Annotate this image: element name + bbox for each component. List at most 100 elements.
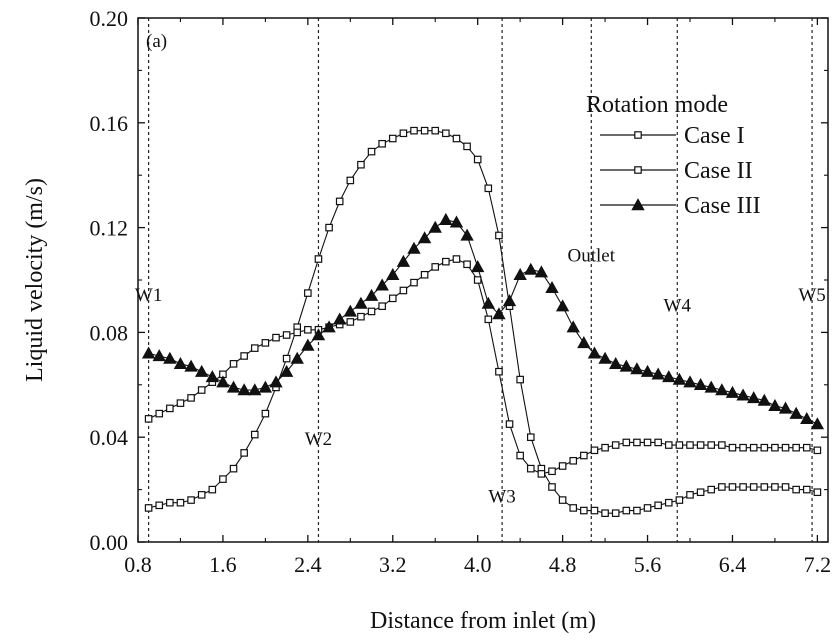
data-point xyxy=(378,139,386,148)
legend-entry: Case II xyxy=(600,158,753,184)
data-point xyxy=(566,320,580,333)
data-point xyxy=(778,401,793,414)
data-point xyxy=(216,375,230,388)
data-point xyxy=(802,485,811,494)
data-point xyxy=(367,147,376,156)
axis-ticks: 0.8 1.6 2.4 3.2 4.0 4.8 5.6 6.4 7.2 0.00 0.04 0.08 0… xyxy=(90,6,832,577)
series-layer xyxy=(141,126,825,517)
data-point xyxy=(473,276,482,284)
data-point xyxy=(248,383,262,396)
data-point xyxy=(410,126,418,135)
data-point xyxy=(707,441,716,449)
y-tick-label: 0.00 xyxy=(90,530,129,555)
data-point xyxy=(364,288,379,301)
x-tick-label: 7.2 xyxy=(804,552,832,577)
data-point xyxy=(715,383,729,396)
data-point xyxy=(492,307,506,320)
series-case-ii xyxy=(144,255,822,478)
data-point xyxy=(399,129,408,138)
data-point xyxy=(693,377,708,391)
data-point xyxy=(516,375,524,384)
data-point xyxy=(282,331,291,339)
data-point xyxy=(208,485,217,494)
data-point xyxy=(428,220,442,233)
x-tick-label: 4.0 xyxy=(464,552,492,577)
x-axis-title: Distance from inlet (m) xyxy=(370,608,596,634)
data-point xyxy=(155,501,164,510)
data-point xyxy=(463,142,471,151)
data-point xyxy=(654,501,662,510)
legend-label: Case I xyxy=(684,123,745,149)
data-point xyxy=(258,380,273,393)
data-point xyxy=(431,126,440,135)
data-point xyxy=(250,430,259,439)
data-point xyxy=(452,255,461,263)
data-point xyxy=(651,367,665,380)
data-point xyxy=(643,438,652,447)
data-point xyxy=(739,443,747,452)
data-point xyxy=(664,498,673,507)
data-point xyxy=(598,351,612,364)
series-case-iii xyxy=(141,212,825,430)
data-point xyxy=(558,496,567,504)
data-point xyxy=(378,302,386,311)
data-point xyxy=(314,255,323,263)
data-point xyxy=(760,483,769,491)
series-line xyxy=(148,258,818,475)
data-point xyxy=(290,351,304,364)
data-point xyxy=(343,304,357,317)
y-tick-label: 0.12 xyxy=(90,216,129,241)
data-point xyxy=(155,409,164,418)
data-point xyxy=(580,451,588,460)
y-tick-label: 0.20 xyxy=(90,6,129,31)
data-point xyxy=(630,362,644,375)
data-point xyxy=(813,488,822,497)
data-point xyxy=(516,451,524,460)
data-point xyxy=(197,491,206,499)
y-axis-title: Liquid velocity (m/s) xyxy=(22,178,48,382)
annotations: W1 W2 W3 Outlet W4 W5 xyxy=(135,246,826,508)
y-tick-label: 0.04 xyxy=(90,425,129,450)
data-point xyxy=(813,446,822,455)
data-point xyxy=(205,370,219,383)
data-point xyxy=(219,475,227,483)
x-tick-label: 2.4 xyxy=(294,552,322,577)
data-point xyxy=(696,488,705,497)
data-point xyxy=(417,231,432,244)
data-point xyxy=(513,267,527,280)
data-point xyxy=(375,278,389,291)
data-point xyxy=(449,215,464,228)
data-point xyxy=(240,449,248,457)
data-point xyxy=(640,364,655,377)
data-point xyxy=(718,441,726,449)
data-point xyxy=(587,346,602,359)
data-point xyxy=(237,383,251,396)
data-point xyxy=(144,415,153,423)
legend-marker xyxy=(631,198,645,211)
annotation-w4: W4 xyxy=(664,295,692,316)
data-point xyxy=(526,433,535,442)
data-point xyxy=(534,265,549,278)
data-point xyxy=(590,446,599,455)
series-case-i xyxy=(144,126,822,517)
data-point xyxy=(683,375,697,388)
x-tick-label: 5.6 xyxy=(634,552,662,577)
y-tick-label: 0.08 xyxy=(90,320,129,345)
data-point xyxy=(407,241,421,254)
data-point xyxy=(555,299,570,312)
data-point xyxy=(502,294,517,307)
data-point xyxy=(240,352,248,360)
data-point xyxy=(569,504,578,512)
data-point xyxy=(611,509,620,517)
data-point xyxy=(357,160,365,169)
data-point xyxy=(768,398,782,411)
series-line xyxy=(148,130,818,514)
data-point xyxy=(675,441,684,449)
data-point xyxy=(166,404,174,413)
data-point xyxy=(622,506,631,515)
data-point xyxy=(354,296,368,309)
data-point xyxy=(643,504,652,512)
data-point xyxy=(633,506,641,515)
y-tick-label: 0.16 xyxy=(90,111,129,136)
